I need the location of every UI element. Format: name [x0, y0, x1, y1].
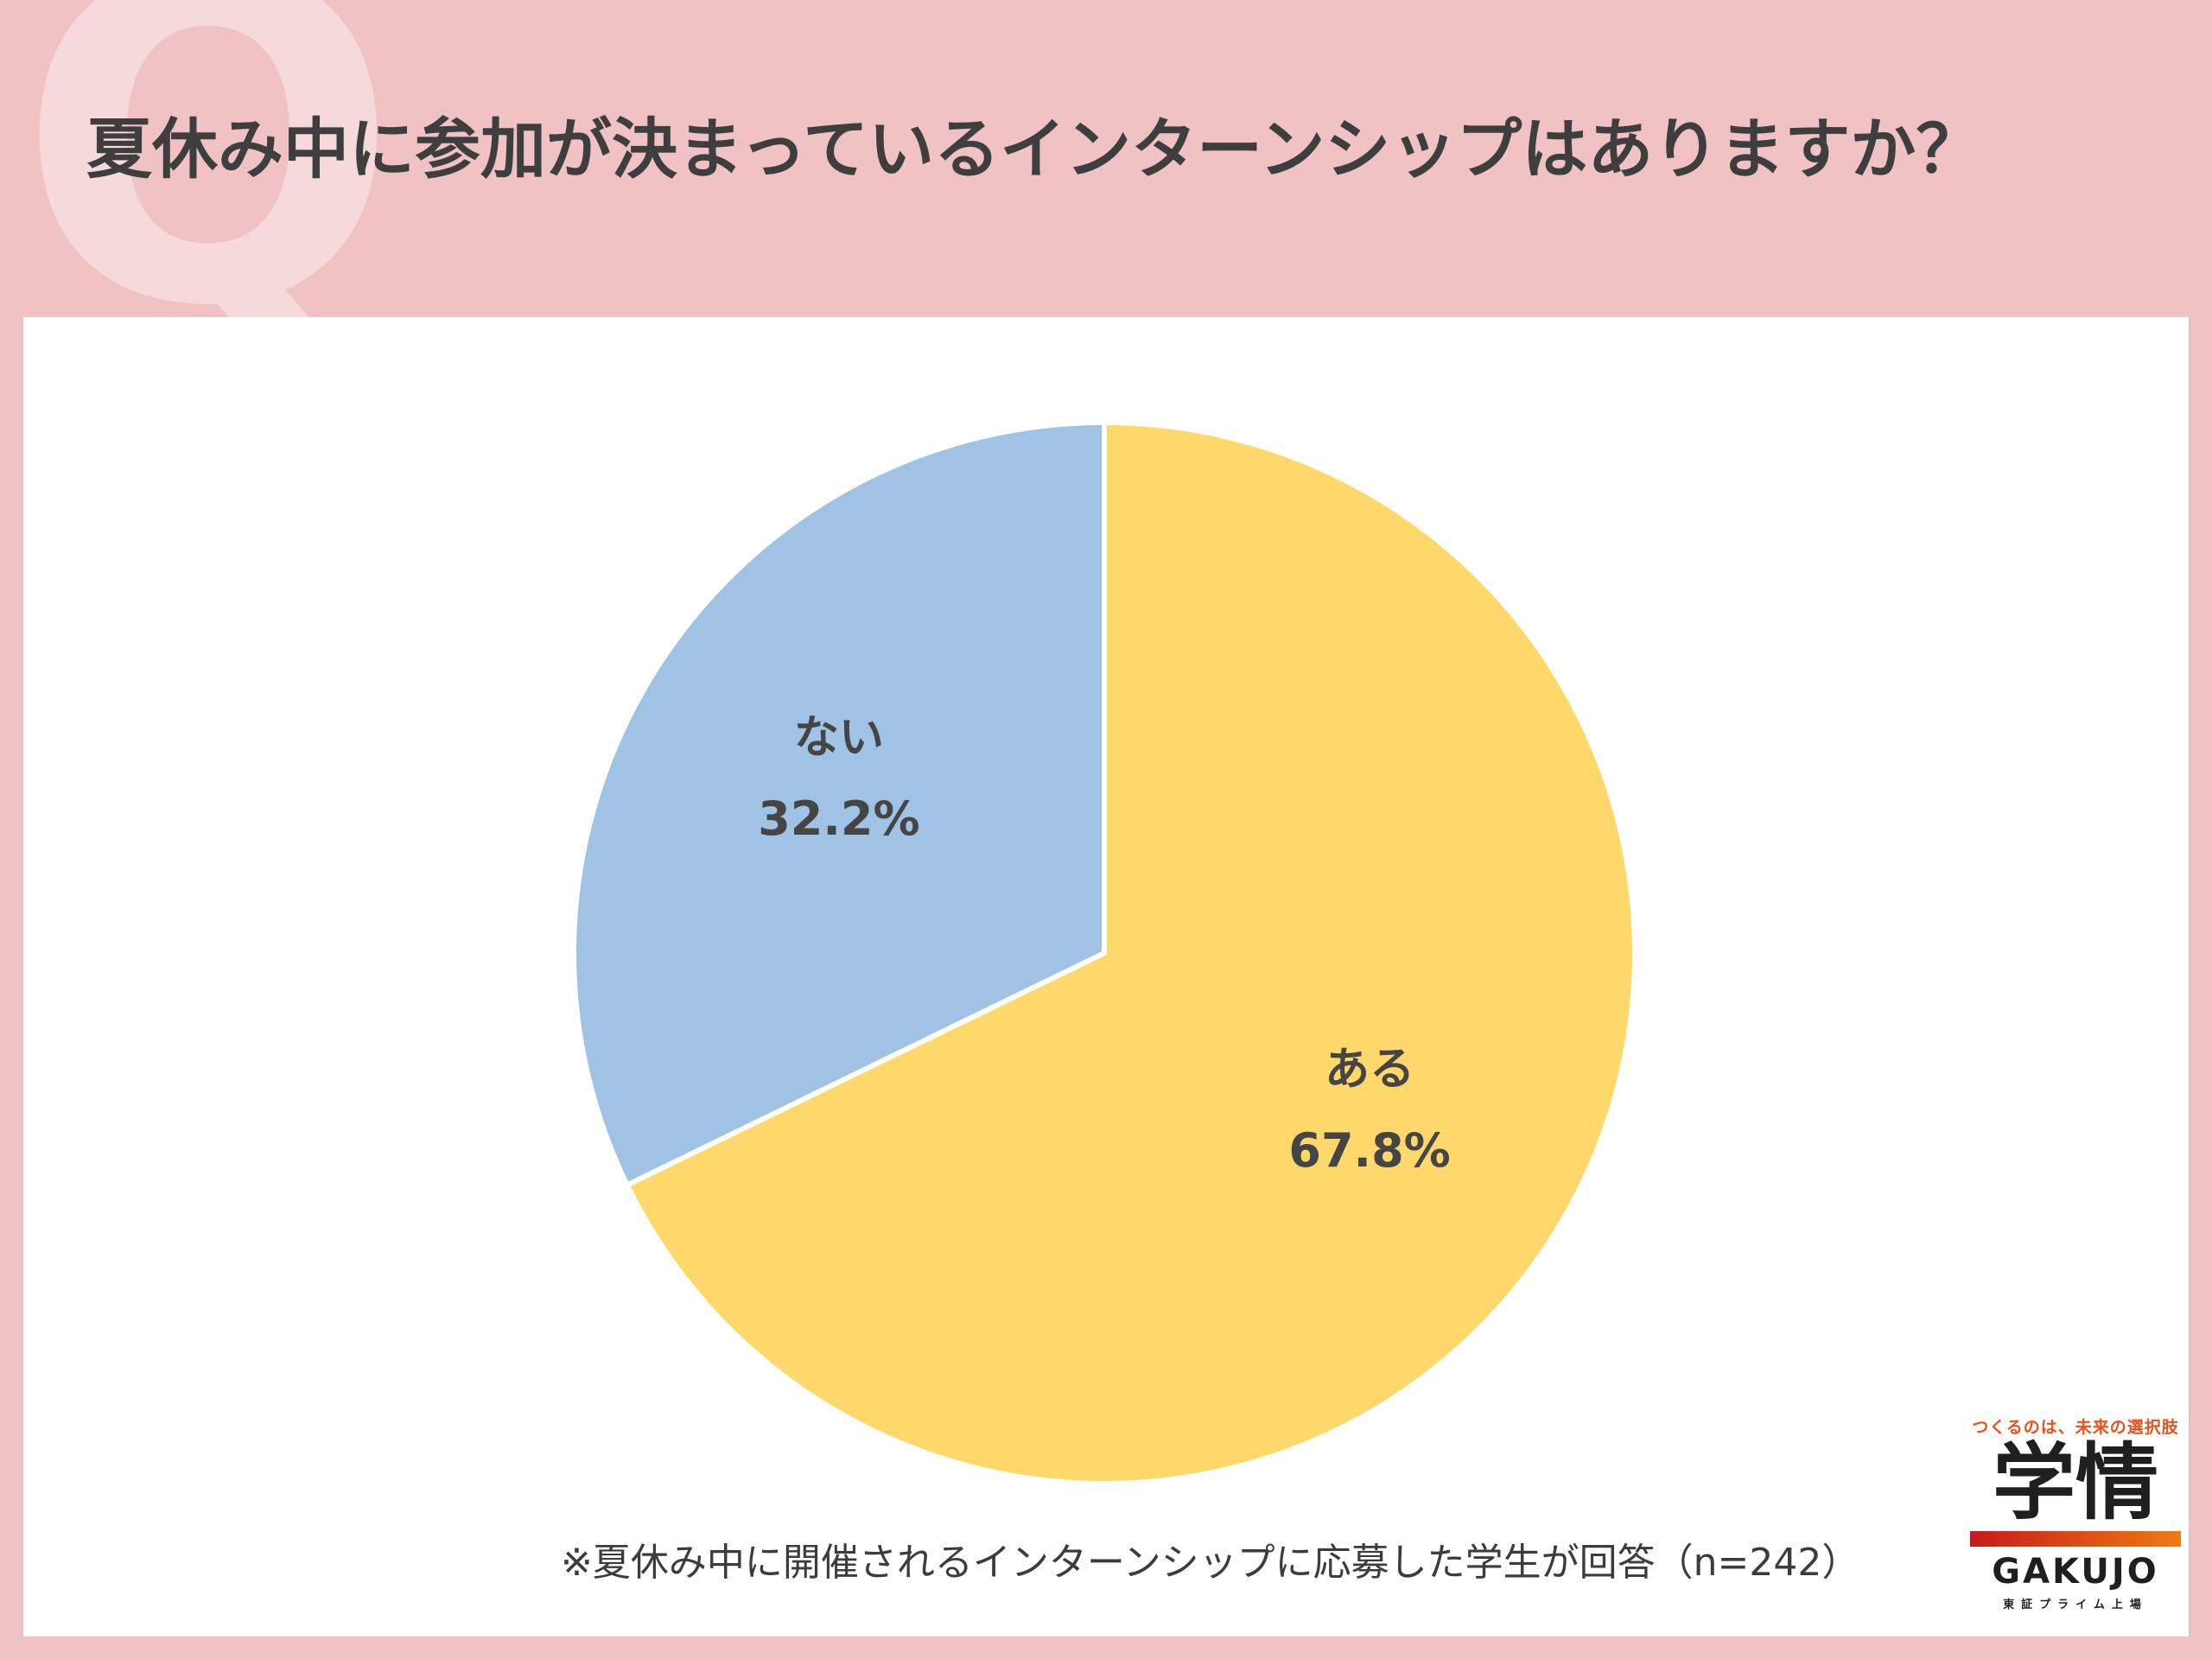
slice-label-category: ない: [794, 712, 884, 764]
slice-nai: [571, 420, 1107, 1188]
slice-label-value: 67.8%: [1288, 1123, 1450, 1178]
q-watermark: Q: [17, 0, 400, 404]
chart-panel: ある 67.8% ない 32.2% ※夏休み中に開催されるインターンシップに応募した学…: [23, 317, 2189, 1637]
logo-subtitle: 東証プライム上場: [2003, 1598, 2148, 1611]
logo-kanji: 学情: [1993, 1434, 2158, 1531]
logo-bar: [1970, 1530, 2181, 1547]
logo-english: GAKUJO: [1992, 1551, 2159, 1592]
slice-label-value: 32.2%: [758, 791, 919, 846]
page-title: 夏休み中に参加が決まっているインターンシップはありますか？: [86, 111, 1982, 188]
logo-tagline: つくるのは、未来の選択肢: [1972, 1418, 2179, 1437]
gakujo-logo: つくるのは、未来の選択肢 学情 GAKUJO 東証プライム上場: [1963, 1414, 2188, 1611]
survey-note: ※夏休み中に開催されるインターンシップに応募した学生が回答（n=242）: [561, 1541, 1860, 1585]
pie-chart: ある 67.8% ない 32.2%: [571, 420, 1637, 1486]
slice-label-category: ある: [1325, 1044, 1414, 1096]
slice-aru: [624, 420, 1637, 1486]
